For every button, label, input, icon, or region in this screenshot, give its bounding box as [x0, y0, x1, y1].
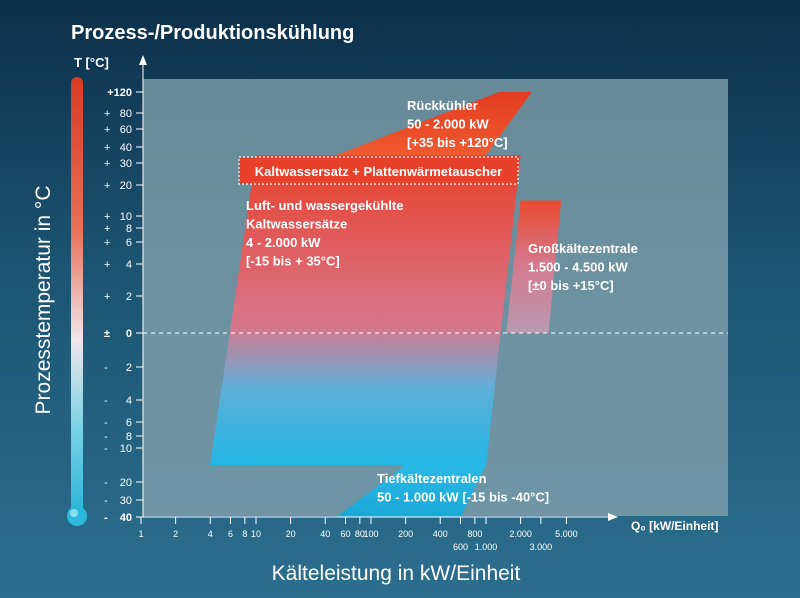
x-tick-label-12: 400 — [433, 529, 448, 539]
x-tick-label-0: 1 — [138, 529, 143, 539]
region-0-label-line-0: Rückkühler — [407, 98, 478, 113]
region-1-label-line-2: 4 - 2.000 kW — [246, 235, 321, 250]
region-2-label-line-2: [±0 bis +15°C] — [528, 278, 614, 293]
x-tick-label-4: 8 — [242, 529, 247, 539]
region-1 — [210, 155, 521, 465]
y-tick-label-16: -10 — [104, 443, 132, 455]
region-0 — [336, 92, 532, 155]
y-ticks: +120 + 80 + 60 + 40 + 30 + 20 + 10+ 8 + 6 + 4 + 2 ± 0 - 2 - 4 - 6 - 8… — [104, 87, 143, 524]
y-tick-label-15: -8 — [104, 431, 132, 443]
y-tick-label-17: -20 — [104, 477, 132, 489]
x-tick-label-6: 20 — [286, 529, 296, 539]
thermometer-tube — [71, 77, 83, 515]
y-tick-label-12: -2 — [104, 362, 132, 374]
region-2-label-line-1: 1.500 - 4.500 kW — [528, 260, 628, 275]
region-1-label-line-1: Kaltwassersätze — [246, 217, 347, 232]
y-tick-label-5: +20 — [104, 180, 132, 192]
x-tick-label-16: 2.000 — [509, 529, 532, 539]
chart-title: Prozess-/Produktionskühlung — [71, 22, 354, 44]
region-0-label-line-1: 50 - 2.000 kW — [407, 117, 489, 132]
x-tick-label-11: 200 — [398, 529, 413, 539]
region-1-label-line-3: [-15 bis + 35°C] — [246, 254, 340, 269]
x-axis-arrow — [608, 513, 618, 521]
region-3-label-line-1: 50 - 1.000 kW [-15 bis -40°C] — [377, 490, 549, 505]
y-tick-label-11: ±0 — [104, 328, 132, 340]
x-tick-label-9: 80 — [355, 529, 365, 539]
region-labels-layer: Rückkühler 50 - 2.000 kW [+35 bis +120°C] L… — [246, 98, 638, 505]
highlight-box-frame — [238, 156, 519, 185]
thermometer-bulb — [67, 506, 87, 526]
region-2-label-line-0: Großkältezentrale — [528, 241, 638, 256]
region-0-label-line-2: [+35 bis +120°C] — [407, 135, 508, 150]
y-tick-label-10: +2 — [104, 291, 132, 303]
y-axis-arrow — [139, 55, 147, 65]
x-tick-label-15: 1.000 — [475, 542, 498, 552]
y-tick-label-4: +30 — [104, 158, 132, 170]
y-tick-label-6: +10 — [104, 211, 132, 223]
x-tick-label-2: 4 — [208, 529, 213, 539]
y-axis-label: T [°C] — [74, 55, 109, 70]
y-axis: +120 + 80 + 60 + 40 + 30 + 20 + 10+ 8 + 6 + 4 + 2 ± 0 - 2 - 4 - 6 - 8… — [104, 55, 147, 524]
x-tick-label-8: 60 — [340, 529, 350, 539]
x-tick-label-18: 5.000 — [555, 529, 578, 539]
x-axis-label: Q₀ [kW/Einheit] — [631, 519, 718, 533]
y-tick-label-9: +4 — [104, 259, 132, 271]
y-tick-label-14: -6 — [104, 417, 132, 429]
y-tick-label-8: +6 — [104, 237, 132, 249]
thermometer — [67, 77, 87, 526]
y-tick-label-3: +40 — [104, 142, 132, 154]
x-tick-label-10: 100 — [363, 529, 378, 539]
x-tick-label-3: 6 — [228, 529, 233, 539]
y-tick-label-18: -30 — [104, 495, 132, 507]
highlight-box-label: Kaltwassersatz + Plattenwärmetauscher — [255, 164, 502, 179]
region-3-label-line-0: Tiefkältezentralen — [377, 471, 487, 486]
y-tick-label-2: +60 — [104, 124, 132, 136]
x-tick-label-5: 10 — [251, 529, 261, 539]
y-tick-label-0: +120 — [107, 87, 132, 99]
x-tick-label-17: 3.000 — [530, 542, 553, 552]
x-axis-title: Kälteleistung in kW/Einheit — [272, 562, 521, 585]
y-tick-label-13: -4 — [104, 395, 132, 407]
thermometer-bulb-shine — [70, 509, 78, 517]
regions-layer — [210, 92, 562, 517]
highlight-box: Kaltwassersatz + Plattenwärmetauscher — [238, 156, 519, 185]
y-tick-label-19: -40 — [104, 512, 132, 524]
x-tick-label-13: 600 — [453, 542, 468, 552]
x-tick-label-7: 40 — [320, 529, 330, 539]
y-tick-label-7: +8 — [104, 223, 132, 235]
x-tick-label-1: 2 — [173, 529, 178, 539]
region-1-label-line-0: Luft- und wassergekühlte — [246, 198, 403, 213]
x-tick-label-14: 800 — [467, 529, 482, 539]
y-axis-title: Prozesstemperatur in °C — [32, 186, 55, 415]
region-3 — [336, 465, 486, 517]
y-tick-label-1: +80 — [104, 108, 132, 120]
region-2 — [506, 200, 562, 333]
